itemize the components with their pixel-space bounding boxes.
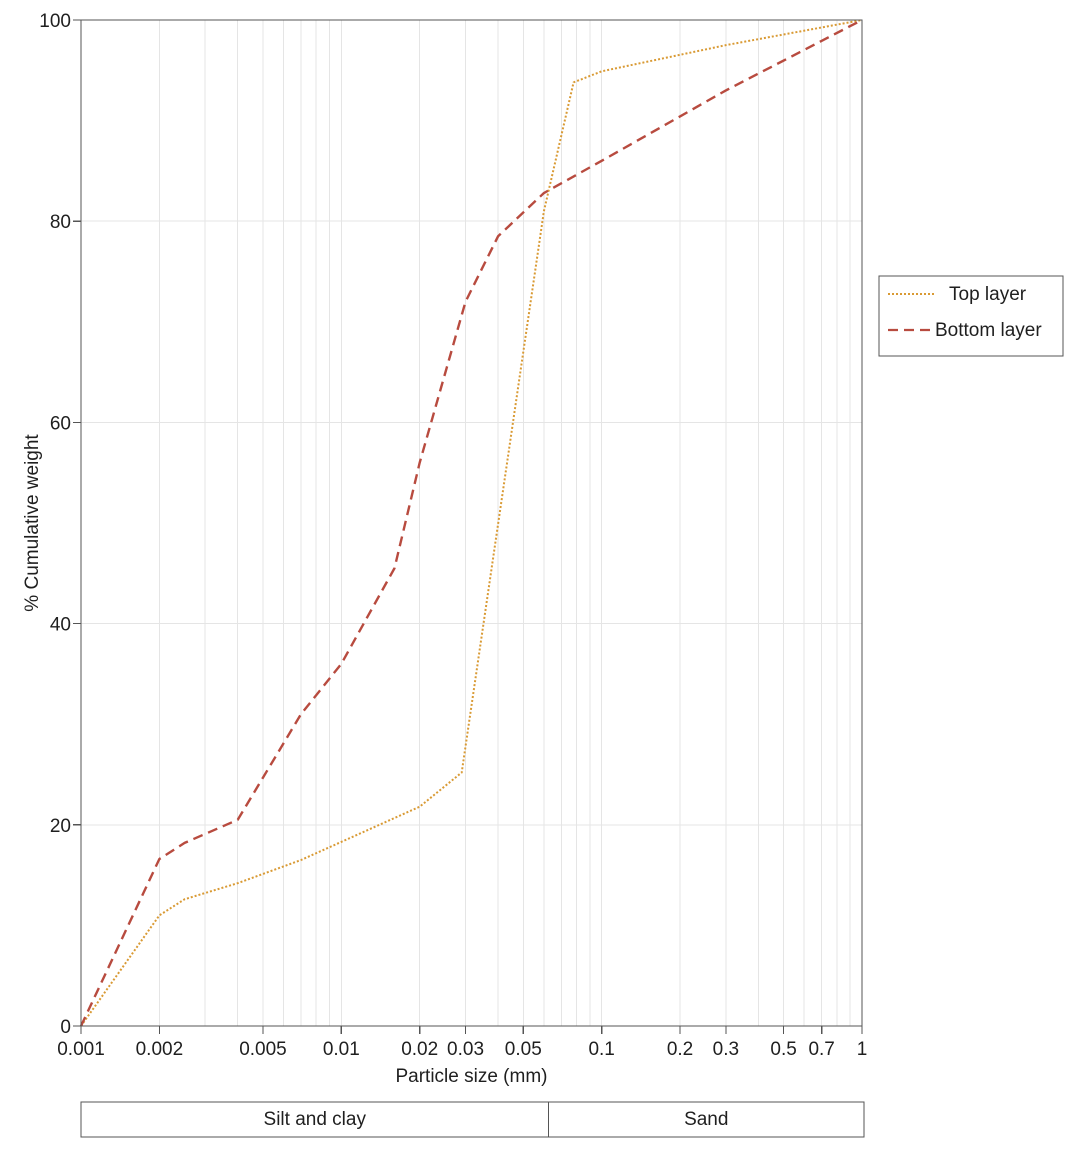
- y-axis-tick-label-0: 0: [60, 1017, 71, 1038]
- x-axis-tick-label-0-005: 0.005: [239, 1039, 287, 1060]
- x-axis-tick-label-0-1: 0.1: [588, 1039, 614, 1060]
- legend-box: [878, 275, 1064, 357]
- axis-layer: 0.001 0.002 0.005 0.01 0.02 0.03 0.05 0.1 0.2 0.3…: [39, 11, 867, 1060]
- x-axis-tick-label-0-3: 0.3: [713, 1039, 739, 1060]
- classification-bar: Silt and clay Sand: [80, 1101, 865, 1138]
- x-axis-tick-label-1: 1: [857, 1039, 868, 1060]
- classification-band-silt-and-clay: [80, 1101, 550, 1138]
- classification-label-silt-and-clay: Silt and clay: [264, 1109, 367, 1130]
- series-line-bottom-layer: [79, 18, 863, 1027]
- classification-label-sand: Sand: [684, 1109, 728, 1130]
- plot-frame: [80, 19, 863, 1027]
- x-axis-tick-label-0-01: 0.01: [323, 1039, 360, 1060]
- x-axis-tick-label-0-001: 0.001: [57, 1039, 105, 1060]
- x-axis-tick-label-0-7: 0.7: [808, 1039, 834, 1060]
- y-axis-tick-label-60: 60: [50, 413, 71, 434]
- x-axis-tick-label-0-03: 0.03: [447, 1039, 484, 1060]
- x-axis-tick-label-0-2: 0.2: [667, 1039, 693, 1060]
- series-layer: [79, 18, 863, 1027]
- legend: Top layer Bottom layer: [878, 275, 1064, 357]
- y-axis-tick-label-80: 80: [50, 212, 71, 233]
- y-axis-title: % Cumulative weight: [22, 434, 43, 612]
- classification-band-sand: [547, 1101, 865, 1138]
- y-axis-tick-label-40: 40: [50, 615, 71, 636]
- x-axis-tick-label-0-002: 0.002: [136, 1039, 184, 1060]
- legend-label-bottom-layer: Bottom layer: [935, 320, 1042, 341]
- x-axis-title: Particle size (mm): [395, 1066, 547, 1087]
- legend-label-top-layer: Top layer: [949, 284, 1027, 305]
- y-axis-tick-label-20: 20: [50, 816, 71, 837]
- grid-layer: [80, 19, 863, 1027]
- y-axis-tick-label-100: 100: [39, 11, 71, 32]
- x-axis-tick-label-0-05: 0.05: [505, 1039, 542, 1060]
- series-line-top-layer: [80, 19, 863, 1027]
- x-axis-tick-label-0-5: 0.5: [770, 1039, 796, 1060]
- x-axis-tick-label-0-02: 0.02: [401, 1039, 438, 1060]
